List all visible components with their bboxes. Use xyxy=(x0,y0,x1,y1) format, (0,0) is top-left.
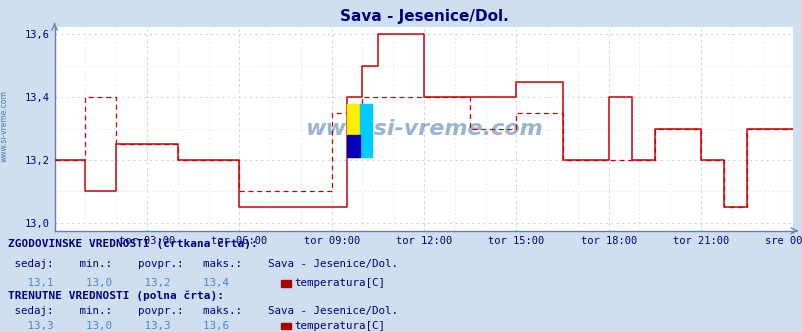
Text: temperatura[C]: temperatura[C] xyxy=(294,321,385,331)
Bar xyxy=(346,104,359,157)
Text: 13,1     13,0     13,2     13,4: 13,1 13,0 13,2 13,4 xyxy=(8,278,229,288)
Text: ZGODOVINSKE VREDNOSTI (črtkana črta):: ZGODOVINSKE VREDNOSTI (črtkana črta): xyxy=(8,239,257,249)
Bar xyxy=(346,135,359,157)
Text: www.si-vreme.com: www.si-vreme.com xyxy=(305,119,542,139)
Bar xyxy=(359,104,372,157)
Text: temperatura[C]: temperatura[C] xyxy=(294,278,385,288)
Text: TRENUTNE VREDNOSTI (polna črta):: TRENUTNE VREDNOSTI (polna črta): xyxy=(8,291,224,301)
Title: Sava - Jesenice/Dol.: Sava - Jesenice/Dol. xyxy=(339,9,508,24)
Text: sedaj:    min.:    povpr.:   maks.:    Sava - Jesenice/Dol.: sedaj: min.: povpr.: maks.: Sava - Jesen… xyxy=(8,306,398,316)
Text: sedaj:    min.:    povpr.:   maks.:    Sava - Jesenice/Dol.: sedaj: min.: povpr.: maks.: Sava - Jesen… xyxy=(8,259,398,269)
Text: 13,3     13,0     13,3     13,6: 13,3 13,0 13,3 13,6 xyxy=(8,321,229,331)
Text: www.si-vreme.com: www.si-vreme.com xyxy=(0,90,9,162)
